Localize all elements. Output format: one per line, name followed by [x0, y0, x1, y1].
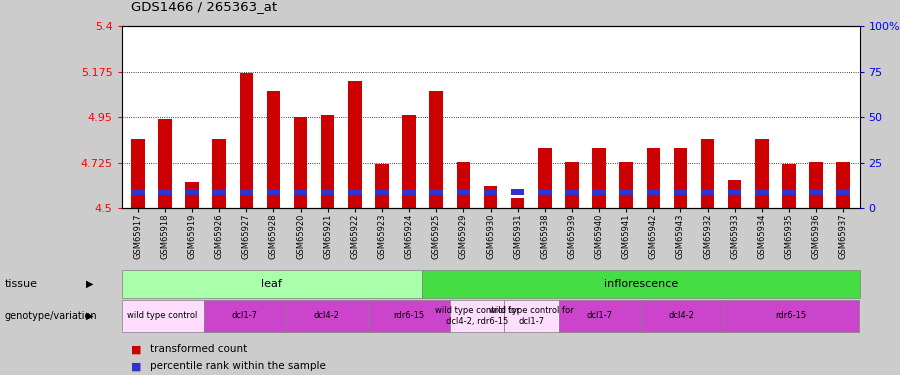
Text: wild type control: wild type control — [127, 311, 198, 320]
Bar — [483, 189, 498, 195]
Bar — [538, 147, 552, 208]
Bar — [511, 189, 525, 195]
Bar — [565, 189, 579, 195]
Bar — [122, 300, 203, 332]
Bar — [429, 189, 443, 195]
Bar — [293, 189, 308, 195]
Text: ▶: ▶ — [86, 279, 93, 289]
Text: leaf: leaf — [261, 279, 283, 289]
Bar — [538, 189, 552, 195]
Text: ■: ■ — [130, 361, 141, 371]
Text: dcl1-7: dcl1-7 — [587, 311, 613, 320]
Bar — [619, 162, 633, 208]
Bar — [504, 300, 559, 332]
Text: ▶: ▶ — [86, 311, 93, 321]
Bar — [755, 189, 769, 195]
Bar — [402, 189, 416, 195]
Bar — [701, 140, 715, 208]
Bar — [755, 140, 769, 208]
Bar — [641, 300, 723, 332]
Bar — [375, 189, 389, 195]
Text: wild type control for
dcl1-7: wild type control for dcl1-7 — [490, 306, 574, 326]
Bar — [422, 270, 860, 298]
Bar — [348, 189, 362, 195]
Bar — [321, 115, 335, 208]
Bar — [367, 300, 449, 332]
Text: rdr6-15: rdr6-15 — [776, 311, 806, 320]
Bar — [809, 162, 823, 208]
Bar — [266, 189, 280, 195]
Bar — [131, 140, 145, 208]
Bar — [619, 189, 633, 195]
Bar — [158, 119, 172, 208]
Text: inflorescence: inflorescence — [604, 279, 678, 289]
Bar — [723, 300, 860, 332]
Bar — [375, 164, 389, 208]
Bar — [782, 189, 796, 195]
Bar — [456, 189, 470, 195]
Bar — [348, 81, 362, 208]
Bar — [646, 189, 660, 195]
Bar — [565, 162, 579, 208]
Bar — [782, 164, 796, 208]
Text: GDS1466 / 265363_at: GDS1466 / 265363_at — [130, 0, 276, 13]
Text: tissue: tissue — [4, 279, 38, 289]
Bar — [239, 189, 253, 195]
Bar — [728, 189, 742, 195]
Text: transformed count: transformed count — [150, 344, 248, 354]
Text: wild type control for
dcl4-2, rdr6-15: wild type control for dcl4-2, rdr6-15 — [435, 306, 519, 326]
Bar — [402, 115, 416, 208]
Bar — [239, 73, 253, 208]
Text: dcl1-7: dcl1-7 — [231, 311, 257, 320]
Bar — [131, 189, 145, 195]
Bar — [429, 91, 443, 208]
Text: genotype/variation: genotype/variation — [4, 311, 97, 321]
Bar — [592, 189, 606, 195]
Bar — [646, 147, 660, 208]
Bar — [203, 300, 285, 332]
Bar — [158, 189, 172, 195]
Bar — [511, 198, 525, 208]
Bar — [212, 140, 226, 208]
Bar — [592, 147, 606, 208]
Text: rdr6-15: rdr6-15 — [393, 311, 424, 320]
Bar — [185, 189, 199, 195]
Bar — [673, 147, 688, 208]
Text: percentile rank within the sample: percentile rank within the sample — [150, 361, 326, 371]
Text: dcl4-2: dcl4-2 — [313, 311, 339, 320]
Bar — [701, 189, 715, 195]
Bar — [836, 162, 850, 208]
Bar — [673, 189, 688, 195]
Bar — [285, 300, 367, 332]
Bar — [212, 189, 226, 195]
Bar — [836, 189, 850, 195]
Bar — [559, 300, 641, 332]
Bar — [293, 117, 308, 208]
Bar — [809, 189, 823, 195]
Bar — [483, 186, 498, 208]
Bar — [449, 300, 504, 332]
Bar — [185, 182, 199, 208]
Text: ■: ■ — [130, 344, 141, 354]
Bar — [266, 91, 280, 208]
Bar — [122, 270, 422, 298]
Text: dcl4-2: dcl4-2 — [669, 311, 695, 320]
Bar — [728, 180, 742, 208]
Bar — [321, 189, 335, 195]
Bar — [456, 162, 470, 208]
